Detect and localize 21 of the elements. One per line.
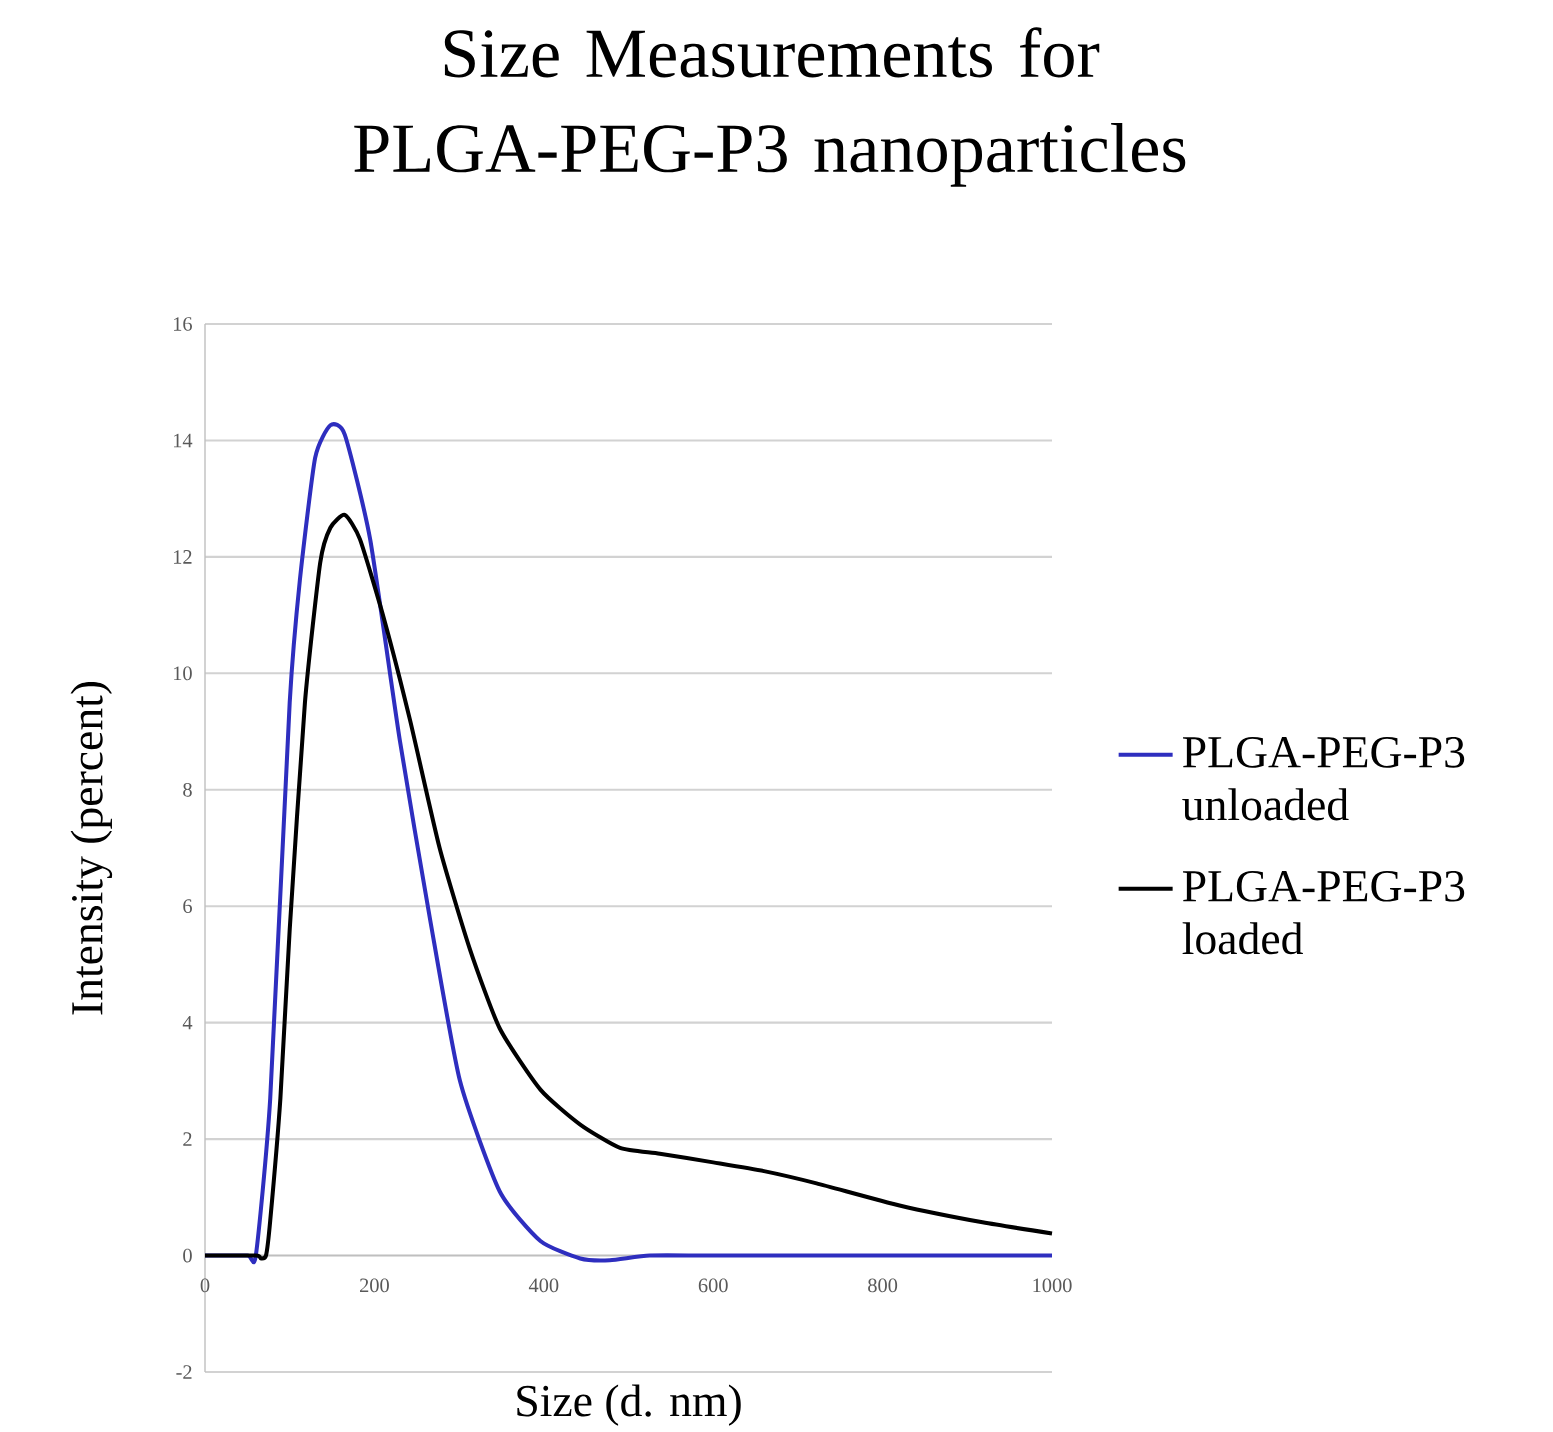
y-tick-label: 16 [174,317,192,331]
x-tick-label: 800 [868,1278,898,1293]
x-tick-label: 600 [698,1278,728,1293]
y-tick-label: 14 [174,433,193,448]
x-tick-label: 200 [360,1278,389,1293]
chart-title: Size Measurements for PLGA-PEG-P3 nanoparticles [354,27,1186,187]
y-tick-label: 4 [182,1015,193,1030]
y-axis-title: Intensity (percent) [70,681,113,1015]
y-tick-label: 10 [174,666,192,681]
legend-label: PLGA-PEG-P3 loaded [1182,870,1465,955]
x-axis-title: Size (d. nm) [517,1384,741,1426]
y-tick-label: 8 [183,782,192,797]
x-tick-label: 0 [200,1278,210,1293]
y-tick-label: 2 [183,1132,192,1146]
y-tick-label: 0 [183,1248,192,1263]
x-tick-label: 400 [528,1278,559,1293]
y-tick-label: -2 [176,1365,192,1379]
legend-label: PLGA-PEG-P3 unloaded [1182,736,1465,821]
y-tick-label: 12 [174,550,192,564]
y-tick-label: 6 [183,899,192,914]
x-tick-label: 1000 [1033,1278,1072,1293]
